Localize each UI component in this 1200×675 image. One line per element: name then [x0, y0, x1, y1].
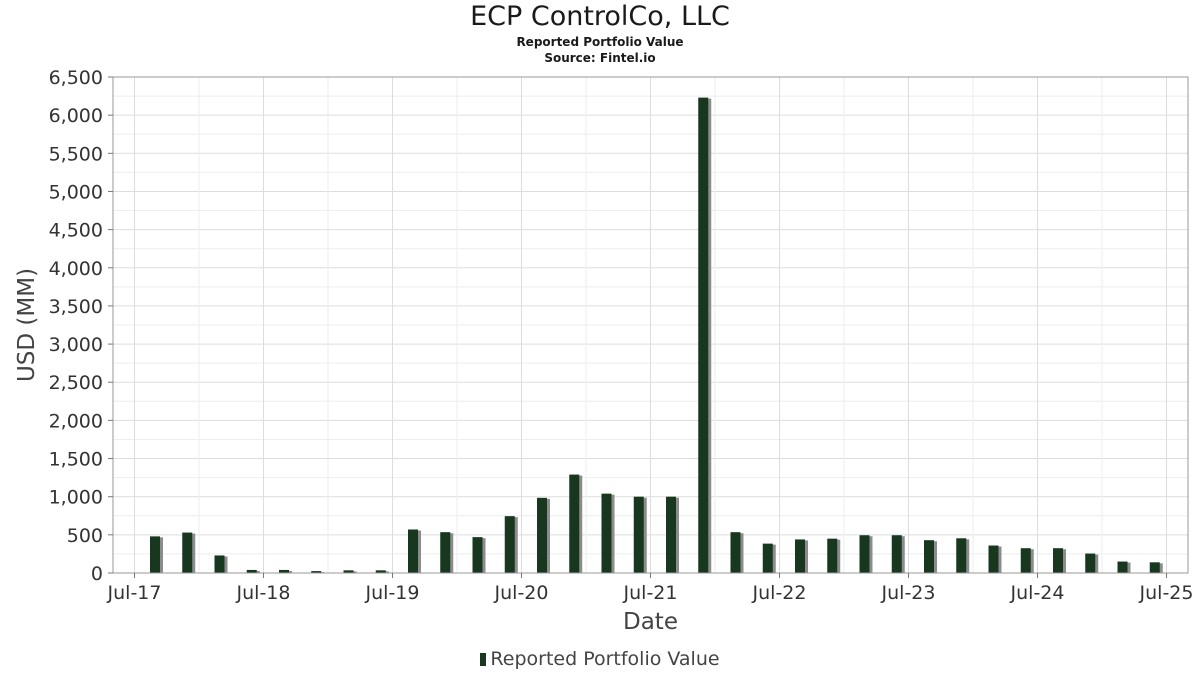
- bar: [408, 529, 418, 573]
- bar: [182, 532, 193, 573]
- y-tick-label: 1,000: [49, 487, 103, 509]
- bar: [472, 537, 483, 573]
- legend: Reported Portfolio Value: [0, 648, 1200, 670]
- bar: [698, 97, 709, 573]
- bar: [666, 496, 676, 573]
- x-tick-label: Jul-22: [752, 582, 807, 604]
- chart-title: ECP ControlCo, LLC: [470, 1, 730, 32]
- y-tick-label: 1,500: [49, 449, 103, 471]
- bar: [891, 535, 902, 573]
- x-tick-label: Jul-21: [623, 582, 678, 604]
- y-tick-label: 2,000: [49, 410, 103, 432]
- y-tick-label: 500: [67, 525, 103, 547]
- bar: [214, 555, 225, 573]
- x-tick-label: Jul-25: [1139, 582, 1194, 604]
- bar: [601, 493, 612, 573]
- y-tick-label: 5,500: [49, 143, 103, 165]
- y-tick-label: 4,500: [49, 220, 103, 242]
- y-tick-label: 3,500: [49, 296, 103, 318]
- x-tick-label: Jul-18: [236, 582, 291, 604]
- bar: [795, 539, 805, 573]
- x-tick-label: Jul-23: [881, 582, 936, 604]
- bar: [440, 532, 451, 573]
- x-tick-label: Jul-20: [494, 582, 549, 604]
- bar: [924, 540, 934, 573]
- bar: [1117, 561, 1128, 573]
- bar: [569, 474, 580, 573]
- x-tick-label: Jul-17: [107, 582, 162, 604]
- legend-swatch: [480, 653, 487, 666]
- bar: [1053, 548, 1063, 573]
- x-tick-label: Jul-24: [1010, 582, 1065, 604]
- bar: [343, 570, 354, 573]
- bar: [827, 538, 838, 573]
- bar: [537, 497, 547, 573]
- bar: [762, 543, 773, 573]
- y-axis-label: USD (MM): [14, 268, 40, 382]
- y-tick-label: 3,000: [49, 334, 103, 356]
- bar: [311, 571, 322, 573]
- x-tick-label: Jul-19: [365, 582, 420, 604]
- y-tick-label: 2,500: [49, 372, 103, 394]
- bar: [246, 569, 257, 573]
- bar: [859, 535, 870, 573]
- bar: [375, 570, 386, 573]
- bar: [1149, 562, 1160, 573]
- legend-label: Reported Portfolio Value: [490, 648, 720, 670]
- bar: [633, 496, 644, 573]
- bar: [504, 516, 515, 573]
- chart-subtitle: Reported Portfolio Value: [516, 35, 684, 49]
- y-tick-label: 5,000: [49, 181, 103, 203]
- chart-source: Source: Fintel.io: [544, 51, 656, 65]
- x-axis-label: Date: [623, 609, 678, 635]
- bar: [988, 545, 999, 573]
- bar: [150, 536, 160, 573]
- y-tick-label: 6,000: [49, 105, 103, 127]
- y-tick-label: 4,000: [49, 258, 103, 280]
- bar: [279, 569, 289, 573]
- bar: [956, 538, 967, 573]
- y-tick-label: 6,500: [49, 67, 103, 89]
- bar: [730, 532, 741, 573]
- bar: [1020, 548, 1031, 573]
- bar: [1085, 553, 1096, 573]
- y-tick-label: 0: [91, 563, 103, 585]
